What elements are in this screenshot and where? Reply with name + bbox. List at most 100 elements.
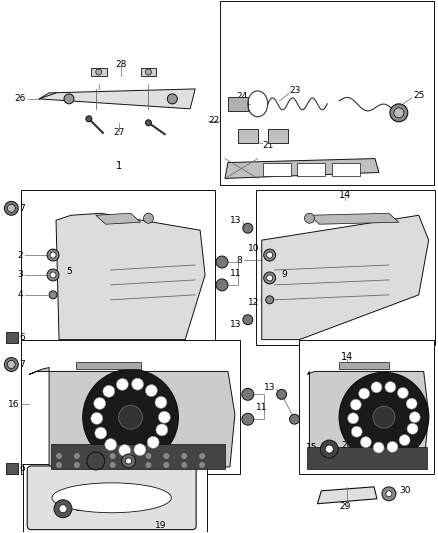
Circle shape <box>371 382 382 393</box>
Circle shape <box>117 378 128 390</box>
Circle shape <box>156 424 168 436</box>
Polygon shape <box>96 213 141 224</box>
Circle shape <box>50 252 56 258</box>
Circle shape <box>199 462 205 468</box>
Circle shape <box>105 439 117 450</box>
Circle shape <box>56 462 62 468</box>
Bar <box>76 361 141 369</box>
Circle shape <box>92 462 98 468</box>
Circle shape <box>304 213 314 223</box>
Circle shape <box>264 249 276 261</box>
Text: 16: 16 <box>8 400 19 409</box>
Polygon shape <box>309 213 399 224</box>
Circle shape <box>216 256 228 268</box>
Text: 6: 6 <box>19 333 25 342</box>
Ellipse shape <box>52 483 171 513</box>
Polygon shape <box>318 487 377 504</box>
Circle shape <box>96 69 102 75</box>
Text: 13: 13 <box>230 216 242 225</box>
Circle shape <box>74 453 80 459</box>
Polygon shape <box>262 215 429 340</box>
Circle shape <box>145 453 152 459</box>
Bar <box>7 463 18 474</box>
Circle shape <box>242 389 254 400</box>
Text: 24: 24 <box>237 92 248 101</box>
Bar <box>268 129 288 143</box>
Circle shape <box>373 442 384 453</box>
Bar <box>7 332 18 343</box>
Circle shape <box>394 108 404 118</box>
Text: 3: 3 <box>18 270 23 279</box>
Circle shape <box>119 405 142 429</box>
Bar <box>228 97 248 111</box>
Circle shape <box>64 94 74 104</box>
Polygon shape <box>39 89 195 109</box>
Text: 10: 10 <box>248 244 260 253</box>
Circle shape <box>350 399 361 410</box>
Text: 26: 26 <box>15 94 26 103</box>
Circle shape <box>351 426 362 437</box>
Text: 11: 11 <box>256 403 267 412</box>
Circle shape <box>385 382 396 392</box>
Circle shape <box>122 454 135 468</box>
Circle shape <box>47 269 59 281</box>
Circle shape <box>390 104 408 122</box>
Circle shape <box>359 388 370 399</box>
Circle shape <box>163 453 170 459</box>
Text: 13: 13 <box>264 383 276 392</box>
Bar <box>263 163 290 176</box>
Text: 30: 30 <box>399 486 410 495</box>
Circle shape <box>325 445 333 453</box>
Circle shape <box>399 434 410 446</box>
Text: 2: 2 <box>18 251 23 260</box>
Text: 23: 23 <box>290 86 301 95</box>
Circle shape <box>94 398 106 409</box>
Circle shape <box>127 453 134 459</box>
Circle shape <box>339 373 429 462</box>
Polygon shape <box>29 367 235 467</box>
Circle shape <box>163 462 170 468</box>
Circle shape <box>382 487 396 501</box>
Circle shape <box>59 505 67 513</box>
Circle shape <box>7 360 15 368</box>
Text: 5: 5 <box>66 268 72 277</box>
Circle shape <box>127 462 134 468</box>
Bar <box>238 129 258 143</box>
Circle shape <box>266 296 274 304</box>
Circle shape <box>134 444 146 456</box>
Circle shape <box>216 279 228 291</box>
Circle shape <box>199 453 205 459</box>
Circle shape <box>50 272 56 278</box>
Circle shape <box>167 94 177 104</box>
Bar <box>300 340 434 474</box>
Text: 13: 13 <box>230 320 242 329</box>
Circle shape <box>126 458 131 464</box>
Circle shape <box>348 413 359 424</box>
Bar <box>141 68 156 76</box>
Text: 18: 18 <box>138 455 150 464</box>
Circle shape <box>103 385 115 397</box>
Text: 1: 1 <box>116 160 122 171</box>
Text: 28: 28 <box>115 60 126 69</box>
Circle shape <box>147 437 159 448</box>
Circle shape <box>145 69 152 75</box>
Bar <box>51 444 225 469</box>
Circle shape <box>132 378 144 390</box>
Circle shape <box>387 441 398 453</box>
Bar <box>220 2 434 185</box>
Circle shape <box>264 272 276 284</box>
Text: 14: 14 <box>341 352 353 361</box>
Circle shape <box>91 413 103 424</box>
Text: 20: 20 <box>341 441 353 449</box>
Circle shape <box>95 427 107 439</box>
Polygon shape <box>225 158 379 179</box>
Circle shape <box>110 453 116 459</box>
Circle shape <box>87 452 105 470</box>
Circle shape <box>144 213 153 223</box>
Circle shape <box>243 223 253 233</box>
Text: 9: 9 <box>282 270 287 279</box>
Polygon shape <box>307 372 429 467</box>
Circle shape <box>267 252 273 258</box>
Circle shape <box>243 315 253 325</box>
Text: 19: 19 <box>155 521 167 530</box>
